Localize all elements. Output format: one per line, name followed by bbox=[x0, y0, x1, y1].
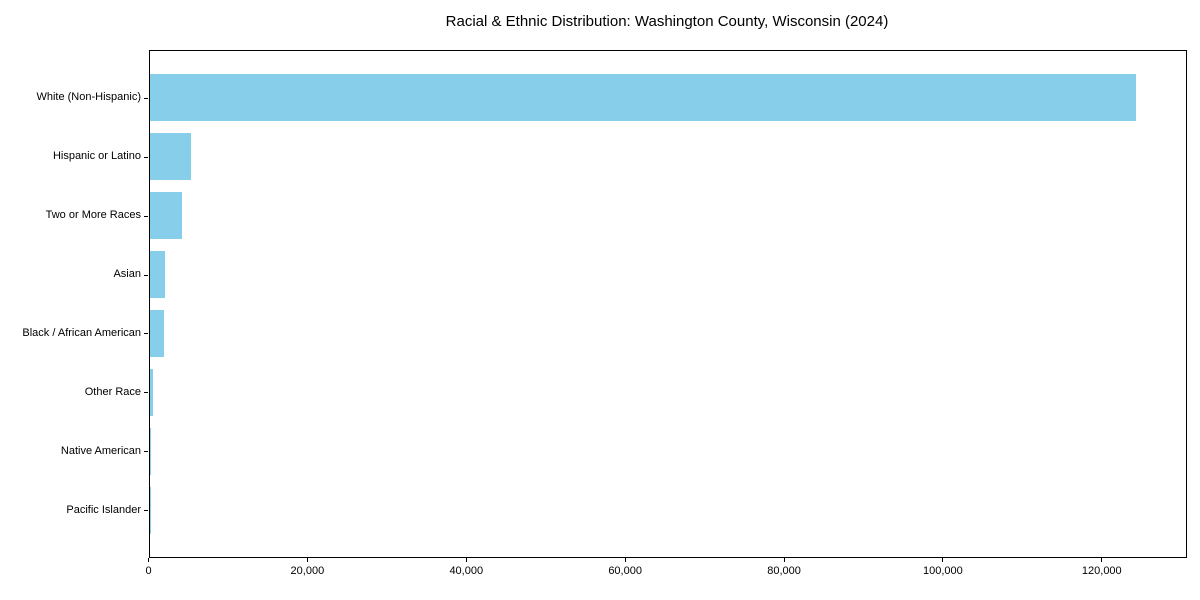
bar-white-non-hispanic bbox=[149, 74, 1137, 122]
bar-other-race bbox=[149, 368, 154, 417]
bar-asian bbox=[149, 250, 165, 299]
chart-title: Racial & Ethnic Distribution: Washington… bbox=[445, 13, 889, 30]
x-tick-label: 0 bbox=[145, 565, 152, 577]
x-axis-tick bbox=[942, 558, 944, 562]
bar-native-american bbox=[149, 427, 151, 476]
plot-area bbox=[148, 50, 1187, 558]
x-axis-tick bbox=[148, 558, 149, 562]
y-axis-tick bbox=[144, 451, 148, 453]
y-tick-label-pacific-islander: Pacific Islander bbox=[66, 503, 141, 516]
x-axis-tick bbox=[1101, 558, 1103, 562]
y-tick-label-black-african-american: Black / African American bbox=[22, 326, 141, 339]
y-tick-label-two-or-more-races: Two or More Races bbox=[45, 209, 141, 222]
y-tick-label-white-non-hispanic: White (Non-Hispanic) bbox=[36, 91, 141, 104]
x-axis-tick bbox=[624, 558, 626, 562]
y-axis-tick bbox=[144, 510, 148, 512]
x-tick-label: 100,000 bbox=[923, 565, 963, 577]
y-tick-label-native-american: Native American bbox=[60, 444, 141, 457]
bar-hispanic-or-latino bbox=[149, 132, 191, 181]
y-axis-tick bbox=[144, 274, 148, 276]
y-axis-tick bbox=[144, 215, 148, 217]
y-axis-tick bbox=[144, 156, 148, 158]
x-tick-label: 60,000 bbox=[608, 565, 642, 577]
y-axis-tick bbox=[144, 97, 148, 99]
bar-black-african-american bbox=[149, 309, 164, 358]
y-axis-tick bbox=[144, 333, 148, 335]
y-tick-label-asian: Asian bbox=[113, 268, 141, 280]
x-tick-label: 20,000 bbox=[290, 565, 325, 577]
y-axis-tick bbox=[144, 392, 148, 394]
x-tick-label: 80,000 bbox=[767, 565, 801, 577]
x-axis-tick bbox=[306, 558, 308, 562]
x-axis-tick bbox=[465, 558, 467, 562]
x-tick-label: 120,000 bbox=[1081, 565, 1122, 577]
x-axis-tick bbox=[783, 558, 785, 562]
y-tick-label-hispanic-or-latino: Hispanic or Latino bbox=[52, 150, 141, 163]
y-tick-label-other-race: Other Race bbox=[84, 385, 141, 398]
bar-two-or-more-races bbox=[149, 191, 182, 240]
x-tick-label: 40,000 bbox=[449, 565, 484, 577]
